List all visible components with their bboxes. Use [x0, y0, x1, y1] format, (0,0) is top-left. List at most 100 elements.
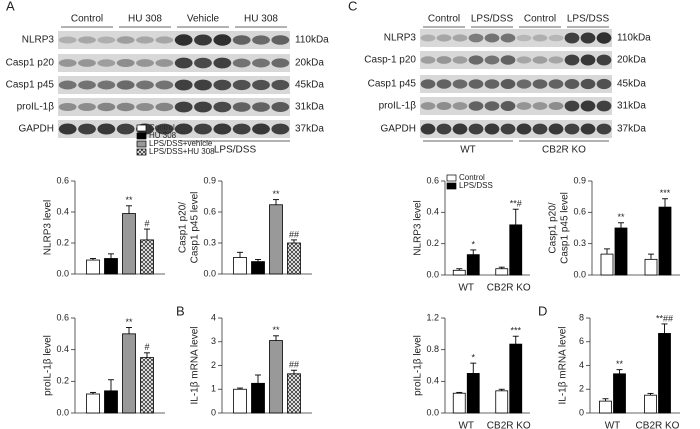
bar: [140, 239, 154, 275]
y-axis-label: Casp1 p45 level: [560, 192, 571, 264]
bar: [509, 343, 523, 414]
blot-band: [155, 59, 174, 67]
blot-row-label: Casp-1 p20: [364, 55, 416, 66]
blot-row-label: NLRP3: [22, 35, 55, 46]
blot-band: [452, 56, 468, 64]
blot-strip: [58, 31, 290, 49]
blot-band: [532, 56, 548, 64]
blot-band: [116, 80, 135, 90]
blot-row-label: Casp1 p45: [368, 79, 417, 90]
bar: [600, 253, 614, 276]
bar: [251, 261, 265, 275]
significance-label: **: [272, 189, 280, 199]
blot-band: [516, 102, 532, 110]
y-tick-label: 0.0: [573, 269, 586, 279]
bar: [233, 388, 247, 414]
y-tick-label: 0.3: [203, 237, 216, 247]
blot-band: [155, 123, 174, 135]
bar: [269, 204, 283, 275]
y-tick-label: 0.4: [56, 344, 69, 354]
blot-band: [436, 79, 452, 89]
bar: [495, 268, 509, 276]
blot-group-label: Control: [524, 14, 556, 25]
blot-band: [213, 79, 232, 91]
significance-label: **: [616, 359, 624, 369]
blot-band: [174, 34, 193, 46]
blot-band: [78, 102, 96, 112]
y-tick-label: 8: [579, 312, 584, 322]
blot-band: [532, 79, 548, 89]
blot-row-label: Casp1 p20: [6, 58, 55, 69]
blot-band: [420, 123, 436, 135]
blot-band: [500, 79, 516, 89]
blot-row-label: GAPDH: [380, 124, 416, 135]
blot-band: [78, 80, 96, 90]
blot-band: [452, 123, 468, 135]
blot-size-label: 37kDa: [295, 124, 324, 135]
blot-band: [232, 123, 251, 135]
blot-band: [596, 100, 612, 112]
blot-group-label: Control: [71, 14, 103, 25]
blot-band: [484, 101, 500, 111]
bar: [452, 269, 466, 276]
blot-band: [596, 54, 612, 66]
y-axis-label: Casp1 p20/: [548, 202, 559, 253]
blot-band: [564, 32, 580, 44]
x-tick-label: CB2R KO: [487, 283, 531, 294]
blot-band: [174, 123, 193, 135]
legend-swatch: [136, 132, 147, 140]
blot-band: [213, 101, 232, 113]
blot-band: [116, 36, 135, 44]
blot-band: [516, 34, 532, 42]
blot-band: [484, 33, 500, 43]
blot-band: [548, 56, 564, 64]
blot-band: [484, 123, 500, 135]
y-axis-label: Casp1 p20/: [178, 202, 189, 253]
y-tick-label: 0.6: [573, 207, 586, 217]
significance-label: **: [125, 317, 133, 327]
blot-band: [78, 36, 96, 44]
blot-band: [174, 79, 193, 91]
blot-band: [564, 79, 580, 89]
y-axis-label: IL-1β mRNA level: [558, 327, 569, 405]
blot-band: [468, 79, 484, 89]
blot-strip: [58, 98, 290, 116]
blot-band: [420, 79, 436, 89]
blot-band: [436, 56, 452, 64]
y-tick-label: 0.0: [56, 407, 69, 417]
blot-band: [97, 102, 116, 112]
blot-size-label: 20kDa: [617, 55, 646, 66]
blot-strip: [58, 76, 290, 94]
treatment-label: LPS/DSS: [214, 145, 257, 156]
y-tick-label: 6: [579, 336, 584, 346]
bar: [104, 390, 118, 414]
blot-group-label: Vehicle: [187, 14, 220, 25]
blot-band: [436, 101, 452, 111]
blot-band: [271, 58, 290, 68]
blot-band: [155, 36, 174, 44]
blot-band: [155, 102, 174, 112]
blot-size-label: 45kDa: [295, 80, 324, 91]
blot-band: [516, 79, 532, 89]
blot-band: [213, 123, 232, 135]
blot-band: [58, 123, 77, 135]
blot-band: [468, 55, 484, 65]
x-tick-label: CB2R KO: [487, 421, 531, 429]
blot-size-label: 31kDa: [295, 102, 324, 113]
blot-band: [271, 123, 290, 135]
significance-label: *: [471, 353, 475, 363]
blot-band: [58, 102, 77, 112]
blot-band: [452, 79, 468, 89]
y-axis-label: proIL-1β level: [43, 335, 54, 396]
blot-band: [194, 101, 212, 113]
blot-band: [436, 123, 452, 135]
blot-band: [252, 123, 270, 135]
blot-band: [232, 58, 251, 68]
x-tick-label: WT: [458, 421, 474, 429]
blot-band: [252, 79, 270, 91]
legend-label: LPS/DSS+vehicle: [149, 139, 213, 148]
blot-group-label: Control: [428, 14, 460, 25]
blot-strip: [58, 54, 290, 72]
significance-label: **: [272, 325, 280, 335]
blot-band: [194, 34, 212, 46]
